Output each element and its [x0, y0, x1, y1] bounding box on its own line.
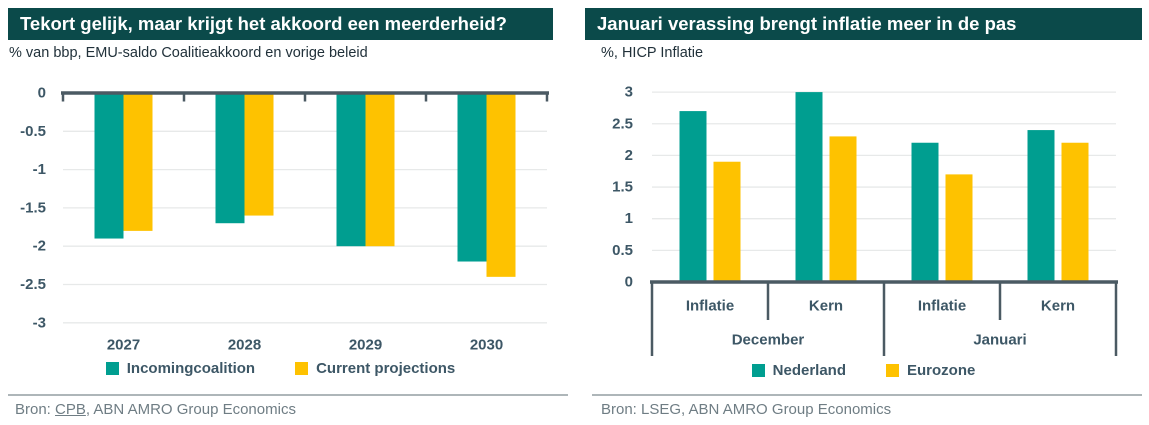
deficit-chart-title-bar: Tekort gelijk, maar krijgt het akkoord e… — [8, 8, 553, 40]
bar-nederland — [1027, 130, 1055, 282]
legend-label-current-projections: Current projections — [316, 360, 456, 377]
legend-swatch-nederland — [751, 364, 765, 377]
bar-incomingcoalition — [94, 93, 124, 239]
legend-item-eurozone: Eurozone — [886, 362, 975, 379]
bar-nederland — [679, 111, 707, 282]
right-source-note: Bron: LSEG, ABN AMRO Group Economics — [601, 401, 891, 418]
left-footer-divider — [8, 394, 568, 396]
source-link-cpb[interactable]: CPB — [55, 401, 86, 418]
legend-item-current-projections: Current projections — [295, 360, 455, 377]
x-axis-category-label: 2027 — [107, 337, 140, 354]
y-axis-tick-label: -2.5 — [20, 276, 46, 293]
inflation-chart-title: Januari verassing brengt inflatie meer i… — [597, 13, 1017, 34]
bar-current-projections — [244, 93, 274, 216]
y-axis-tick-label: 0 — [625, 274, 633, 291]
y-axis-tick-label: -0.5 — [20, 123, 46, 140]
y-axis-tick-label: -1 — [33, 161, 46, 178]
legend-item-nederland: Nederland — [751, 362, 846, 379]
inflation-chart-subtitle: %, HICP Inflatie — [601, 45, 704, 61]
x-axis-category-label: Inflatie — [686, 298, 734, 315]
legend-label-eurozone: Eurozone — [907, 362, 976, 379]
x-axis-category-label: Kern — [1041, 298, 1075, 315]
legend-item-incomingcoalition: Incomingcoalition — [105, 360, 256, 377]
deficit-bar-chart: 0 -0.5 -1 -1.5 -2 -2.5 -3 2027 2028 2029 2030 — [20, 85, 549, 354]
legend-label-incomingcoalition: Incomingcoalition — [126, 360, 256, 377]
source-prefix: Bron: — [15, 401, 56, 418]
left-source-note: Bron: CPB, ABN AMRO Group Economics — [15, 401, 296, 418]
deficit-chart-legend: Incomingcoalition Current projections — [8, 360, 553, 377]
y-axis-tick-label: 3 — [625, 84, 633, 101]
x-axis-category-label: 2029 — [349, 337, 382, 354]
bar-incomingcoalition — [336, 93, 366, 247]
x-axis-group-label: Januari — [973, 332, 1026, 349]
legend-label-nederland: Nederland — [772, 362, 846, 379]
deficit-chart-subtitle: % van bbp, EMU-saldo Coalitieakkoord en … — [9, 45, 368, 61]
y-axis-tick-label: -3 — [33, 314, 46, 331]
bar-nederland — [795, 92, 823, 282]
source-text: Bron: LSEG, ABN AMRO Group Economics — [601, 401, 892, 418]
x-axis-category-label: Inflatie — [918, 298, 966, 315]
bar-eurozone — [829, 136, 857, 282]
bar-current-projections — [486, 93, 516, 277]
right-footer-divider — [592, 394, 1142, 396]
y-axis-tick-label: 0 — [38, 85, 46, 102]
source-suffix: , ABN AMRO Group Economics — [85, 401, 296, 418]
y-axis-tick-label: 2 — [625, 147, 633, 164]
bar-current-projections — [123, 93, 153, 231]
x-axis-category-label: 2030 — [470, 337, 503, 354]
bar-eurozone — [945, 174, 973, 282]
bar-incomingcoalition — [215, 93, 245, 224]
y-axis-tick-label: -1.5 — [20, 199, 46, 216]
legend-swatch-current-projections — [295, 362, 309, 375]
y-axis-tick-label: 2.5 — [612, 115, 633, 132]
bar-nederland — [911, 142, 939, 282]
deficit-chart-title: Tekort gelijk, maar krijgt het akkoord e… — [20, 13, 507, 34]
x-axis-group-label: December — [732, 332, 805, 349]
legend-swatch-eurozone — [886, 364, 899, 377]
y-axis-tick-label: 1 — [625, 210, 633, 227]
y-axis-tick-label: 1.5 — [612, 179, 633, 196]
y-axis-tick-label: -2 — [33, 238, 46, 255]
inflation-chart-legend: Nederland Eurozone — [585, 362, 1142, 379]
y-axis-tick-label: 0.5 — [612, 242, 633, 259]
bar-current-projections — [365, 93, 395, 247]
legend-swatch-incomingcoalition — [105, 362, 119, 375]
bar-eurozone — [713, 161, 741, 282]
x-axis-category-label: 2028 — [228, 337, 261, 354]
bar-eurozone — [1061, 142, 1089, 282]
inflation-chart-title-bar: Januari verassing brengt inflatie meer i… — [585, 8, 1142, 40]
bar-incomingcoalition — [457, 93, 487, 262]
x-axis-category-label: Kern — [809, 298, 843, 315]
